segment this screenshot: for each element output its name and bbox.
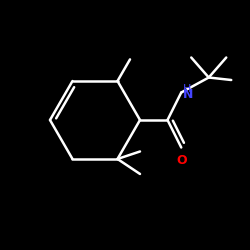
Text: O: O	[176, 154, 186, 167]
Text: H: H	[182, 84, 191, 94]
Text: N: N	[182, 88, 193, 102]
